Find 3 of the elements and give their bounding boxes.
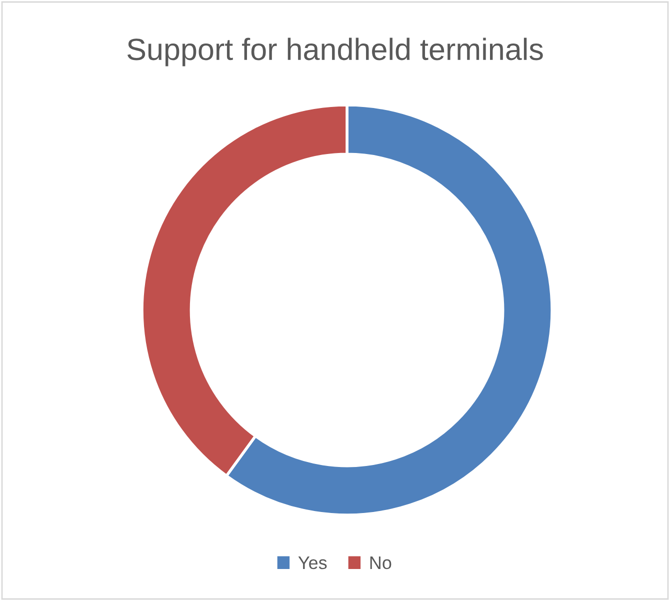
chart-title: Support for handheld terminals (127, 38, 543, 66)
legend-label: No (370, 556, 392, 570)
legend-label: Yes (298, 556, 327, 570)
